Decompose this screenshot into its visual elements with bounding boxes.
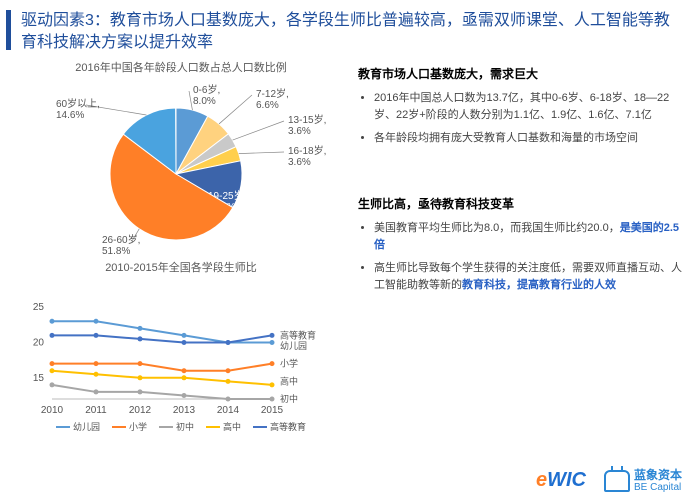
- title-bar: 驱动因素3：教育市场人口基数庞大，各学段生师比普遍较高，亟需双师课堂、人工智能等…: [0, 0, 700, 59]
- ewic-logo: eWIC: [536, 469, 586, 492]
- be-text: 蓝象资本 BE Capital: [634, 469, 682, 493]
- title-accent: [6, 10, 11, 50]
- pie-label: 16-18岁,: [288, 144, 326, 157]
- right-column: 教育市场人口基数庞大，需求巨大 2016年中国总人口数为13.7亿，其中0-6岁…: [346, 59, 684, 431]
- legend-item: 小学: [112, 420, 147, 433]
- svg-text:25: 25: [33, 302, 45, 313]
- legend-item: 初中: [159, 420, 194, 433]
- section2-bullets: 美国教育平均生师比为8.0，而我国生师比约20.0，是美国的2.5倍 高生师比导…: [358, 220, 684, 294]
- svg-text:高中: 高中: [280, 376, 298, 387]
- svg-text:15: 15: [33, 373, 45, 384]
- pie-label: 3.6%: [288, 126, 311, 137]
- svg-text:2015: 2015: [261, 405, 284, 413]
- line-series: [52, 321, 272, 342]
- section1-heading: 教育市场人口基数庞大，需求巨大: [358, 65, 684, 82]
- pie-label: 51.8%: [102, 246, 130, 257]
- pie-label: 0-6岁,: [193, 83, 220, 96]
- bullet: 各年龄段均拥有庞大受教育人口基数和海量的市场空间: [374, 130, 684, 147]
- svg-text:20: 20: [33, 338, 45, 349]
- svg-text:2010: 2010: [41, 405, 64, 413]
- pie-label: 8.0%: [193, 96, 216, 107]
- svg-text:初中: 初中: [280, 393, 298, 404]
- pie-label: 14.6%: [56, 110, 84, 121]
- bullet-text: 美国教育平均生师比为8.0，而我国生师比约20.0，: [374, 222, 620, 234]
- highlight: 教育科技，提高教育行业的人效: [462, 279, 616, 291]
- legend-item: 高等教育: [253, 420, 306, 433]
- line-series: [52, 385, 272, 399]
- line-chart: 152025201020112012201320142015高等教育幼儿园小学高…: [16, 281, 346, 431]
- legend-item: 高中: [206, 420, 241, 433]
- be-icon: [604, 470, 630, 492]
- pie-label: 3.6%: [288, 157, 311, 168]
- bullet: 2016年中国总人口数为13.7亿，其中0-6岁、6-18岁、18—22岁、22…: [374, 90, 684, 124]
- pie-label: 13-15岁,: [288, 113, 326, 126]
- pie-label: 6.6%: [256, 100, 279, 111]
- section1-bullets: 2016年中国总人口数为13.7亿，其中0-6岁、6-18岁、18—22岁、22…: [358, 90, 684, 147]
- page-title: 驱动因素3：教育市场人口基数庞大，各学段生师比普遍较高，亟需双师课堂、人工智能等…: [21, 10, 680, 53]
- left-column: 2016年中国各年龄段人口数占总人口数比例 0-6岁,8.0% 7-12岁,6.6…: [16, 59, 346, 431]
- ewic-rest: WIC: [547, 469, 586, 491]
- svg-text:2014: 2014: [217, 405, 240, 413]
- line-series: [52, 336, 272, 343]
- footer-logos: eWIC 蓝象资本 BE Capital: [536, 469, 682, 493]
- legend-item: 幼儿园: [56, 420, 100, 433]
- svg-text:幼儿园: 幼儿园: [280, 340, 307, 351]
- pie-label: 7-12岁,: [256, 87, 289, 100]
- bullet: 高生师比导致每个学生获得的关注度低，需要双师直播互动、人工智能助教等新的教育科技…: [374, 260, 684, 294]
- be-capital-logo: 蓝象资本 BE Capital: [604, 469, 682, 493]
- ewic-e: e: [536, 469, 547, 491]
- pie-label: 26-60岁,: [102, 233, 140, 246]
- line-series: [52, 364, 272, 371]
- svg-text:高等教育: 高等教育: [280, 330, 316, 341]
- be-en: BE Capital: [634, 482, 682, 493]
- line-series: [52, 371, 272, 385]
- svg-text:2013: 2013: [173, 405, 196, 413]
- svg-text:小学: 小学: [280, 358, 298, 369]
- pie-title: 2016年中国各年龄段人口数占总人口数比例: [16, 59, 346, 75]
- pie-chart: 0-6岁,8.0%7-12岁,6.6%13-15岁,3.6%16-18岁,3.6…: [16, 79, 346, 259]
- be-cn: 蓝象资本: [634, 469, 682, 482]
- section2-heading: 生师比高，亟待教育科技变革: [358, 195, 684, 212]
- svg-text:2012: 2012: [129, 405, 152, 413]
- line-legend: 幼儿园小学初中高中高等教育: [16, 420, 346, 433]
- bullet: 美国教育平均生师比为8.0，而我国生师比约20.0，是美国的2.5倍: [374, 220, 684, 254]
- content: 2016年中国各年龄段人口数占总人口数比例 0-6岁,8.0% 7-12岁,6.6…: [0, 59, 700, 439]
- svg-text:2011: 2011: [85, 405, 107, 413]
- line-title: 2010-2015年全国各学段生师比: [16, 259, 346, 275]
- pie-label: 60岁以上,: [56, 97, 100, 110]
